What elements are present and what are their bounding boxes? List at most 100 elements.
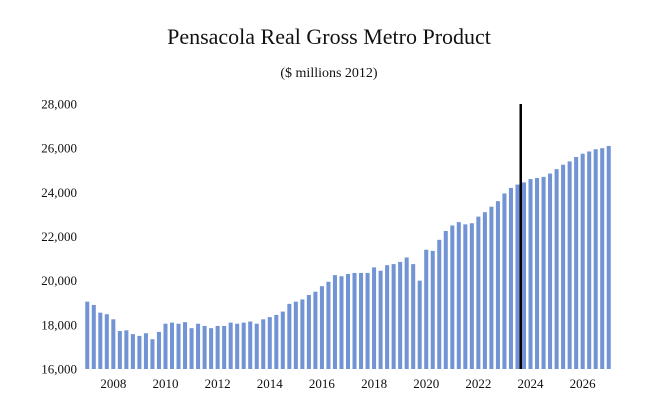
bar-2011Q1 xyxy=(189,328,194,369)
bar-2024Q3 xyxy=(541,176,546,370)
bar-2016Q1 xyxy=(319,286,324,369)
bar-2026Q3 xyxy=(593,149,598,369)
bar-2022Q3 xyxy=(489,206,494,369)
bar-2023Q2 xyxy=(508,187,513,369)
x-tick-label: 2020 xyxy=(413,376,439,391)
bar-2016Q2 xyxy=(326,281,331,369)
chart-title: Pensacola Real Gross Metro Product xyxy=(167,24,491,49)
x-tick-label: 2016 xyxy=(309,376,336,391)
bar-2010Q4 xyxy=(183,322,188,369)
bar-2026Q2 xyxy=(587,151,592,369)
x-tick-label: 2012 xyxy=(205,376,231,391)
x-tick-label: 2008 xyxy=(100,376,126,391)
bar-2007Q1 xyxy=(85,301,90,369)
bar-2017Q1 xyxy=(345,274,351,369)
bar-2008Q4 xyxy=(130,334,135,369)
bar-2008Q3 xyxy=(124,330,129,369)
bar-2021Q1 xyxy=(450,225,455,369)
x-tick-label: 2014 xyxy=(257,376,284,391)
bar-2017Q3 xyxy=(359,272,364,369)
bar-2013Q4 xyxy=(261,319,266,369)
bar-2023Q3 xyxy=(515,184,520,369)
bar-2016Q4 xyxy=(339,276,344,369)
bar-2015Q1 xyxy=(293,301,298,369)
bar-2022Q4 xyxy=(495,201,500,369)
bar-2009Q2 xyxy=(143,333,148,369)
bars-group xyxy=(85,145,611,370)
bar-2027Q1 xyxy=(606,145,611,369)
bar-2024Q1 xyxy=(528,179,533,369)
bar-2020Q4 xyxy=(443,230,448,369)
bar-2007Q2 xyxy=(91,304,96,369)
bar-2012Q2 xyxy=(222,325,227,369)
bar-2015Q2 xyxy=(300,299,305,369)
y-tick-label: 24,000 xyxy=(41,185,77,200)
bar-2008Q2 xyxy=(117,331,122,369)
bar-2022Q1 xyxy=(476,216,481,370)
bar-2021Q2 xyxy=(456,222,461,369)
x-tick-label: 2024 xyxy=(518,376,545,391)
bar-2025Q2 xyxy=(561,164,566,369)
bar-2009Q1 xyxy=(137,335,142,370)
bar-2012Q4 xyxy=(235,323,240,369)
bar-2014Q3 xyxy=(280,311,285,369)
y-tick-label: 26,000 xyxy=(41,141,77,156)
chart-subtitle: ($ millions 2012) xyxy=(280,66,378,81)
x-tick-label: 2026 xyxy=(570,376,597,391)
bar-2025Q1 xyxy=(554,169,559,369)
bar-2009Q3 xyxy=(150,339,155,369)
bar-2022Q2 xyxy=(482,212,487,369)
bar-2023Q1 xyxy=(502,193,507,369)
bar-2026Q1 xyxy=(580,153,585,369)
y-tick-label: 18,000 xyxy=(41,317,77,332)
bar-2011Q2 xyxy=(196,323,201,369)
bar-2024Q2 xyxy=(535,177,540,369)
x-tick-label: 2022 xyxy=(465,376,491,391)
bar-2010Q2 xyxy=(169,322,175,370)
bar-2018Q2 xyxy=(378,270,383,369)
y-tick-label: 20,000 xyxy=(41,273,77,288)
x-axis-ticks: 2008 2010 2012 2014 2016 2018 2020 2022 2024 2026 xyxy=(100,376,596,391)
bar-2015Q3 xyxy=(306,295,311,369)
bar-2008Q1 xyxy=(111,319,116,369)
bar-2011Q4 xyxy=(209,328,214,369)
bar-2019Q4 xyxy=(417,280,422,369)
bar-2015Q4 xyxy=(313,291,318,369)
bar-2019Q1 xyxy=(398,261,403,369)
bar-2021Q4 xyxy=(469,223,474,369)
bar-2012Q3 xyxy=(228,322,233,370)
bar-2014Q1 xyxy=(267,317,272,369)
bar-2023Q4 xyxy=(521,182,527,369)
bar-2019Q2 xyxy=(404,257,409,369)
x-tick-label: 2018 xyxy=(361,376,387,391)
bar-2010Q1 xyxy=(163,323,168,369)
y-tick-label: 28,000 xyxy=(41,97,77,112)
x-tick-label: 2010 xyxy=(152,376,178,391)
bar-2014Q4 xyxy=(287,303,292,369)
bar-2013Q3 xyxy=(254,323,259,369)
bar-2026Q4 xyxy=(600,148,605,369)
bar-2020Q2 xyxy=(430,250,435,369)
bar-2024Q4 xyxy=(548,173,553,369)
bar-2025Q3 xyxy=(567,161,572,369)
bar-2013Q1 xyxy=(241,322,246,370)
bar-2014Q2 xyxy=(274,314,279,369)
bar-2018Q4 xyxy=(391,264,396,369)
bar-2013Q2 xyxy=(248,321,253,369)
bar-2025Q4 xyxy=(574,157,579,369)
bar-2007Q4 xyxy=(104,314,109,369)
y-axis-ticks: 16,000 18,000 20,000 22,000 24,000 26,000 28,0… xyxy=(41,97,77,377)
bar-2018Q3 xyxy=(385,265,390,369)
bar-2020Q1 xyxy=(424,249,429,369)
bar-2007Q3 xyxy=(98,312,103,369)
bar-2016Q3 xyxy=(332,275,337,369)
bar-2018Q1 xyxy=(372,267,377,369)
bar-2017Q2 xyxy=(352,272,357,369)
bar-2012Q1 xyxy=(215,325,220,369)
bar-2021Q3 xyxy=(463,224,468,369)
bar-2011Q3 xyxy=(202,325,207,369)
y-tick-label: 16,000 xyxy=(41,362,77,377)
bar-2020Q3 xyxy=(437,239,442,369)
